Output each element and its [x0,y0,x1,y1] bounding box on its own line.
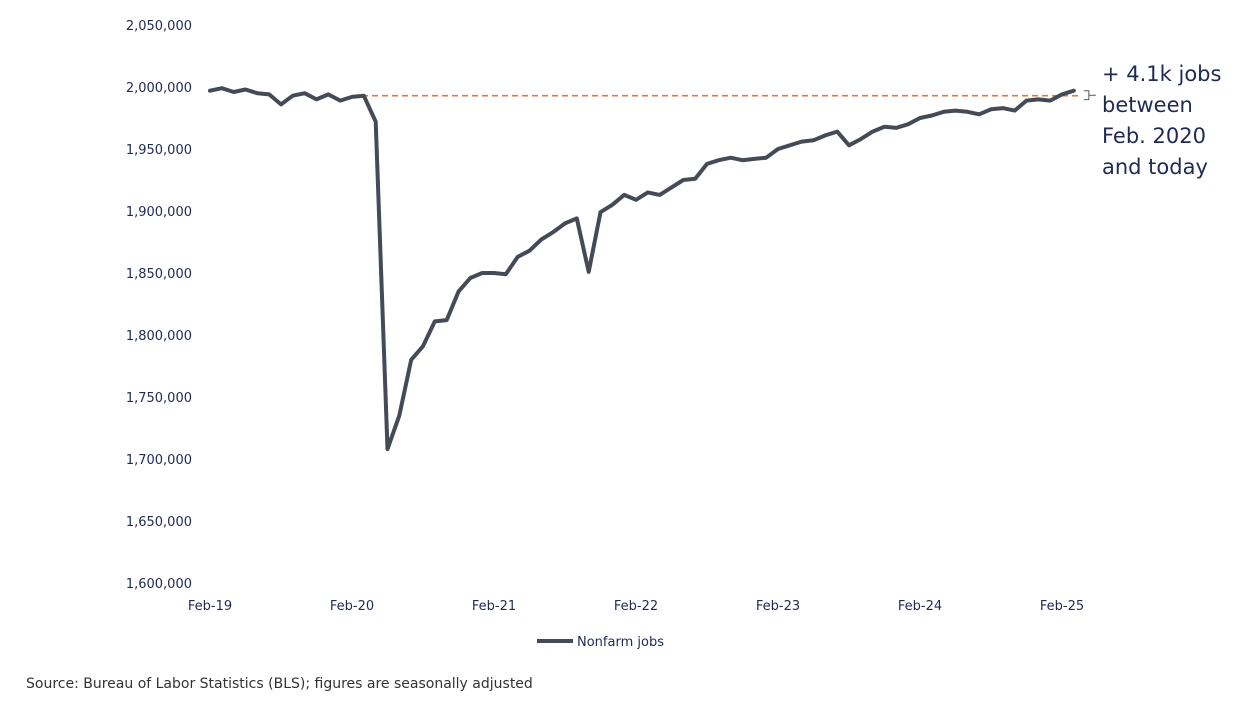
difference-bracket [1083,90,1096,101]
x-tick-label: Feb-19 [188,599,232,614]
y-tick-label: 1,650,000 [126,515,192,530]
y-tick-label: 1,700,000 [126,453,192,468]
x-tick-label: Feb-24 [898,599,942,614]
y-tick-label: 1,750,000 [126,391,192,406]
annotation-line: + 4.1k jobs [1102,62,1221,86]
y-tick-label: 1,800,000 [126,329,192,344]
annotation-line: Feb. 2020 [1102,124,1206,148]
x-tick-label: Feb-21 [472,599,516,614]
y-tick-label: 1,900,000 [126,205,192,220]
y-tick-label: 1,600,000 [126,577,192,592]
x-tick-label: Feb-25 [1040,599,1084,614]
annotation-line: and today [1102,155,1208,179]
x-tick-label: Feb-23 [756,599,800,614]
annotation-text: + 4.1k jobs between Feb. 2020 and today [1102,62,1221,179]
source-note: Source: Bureau of Labor Statistics (BLS)… [26,676,533,692]
legend: Nonfarm jobs [537,635,664,650]
series-line-nonfarm-jobs [208,86,1076,452]
y-axis-ticks: 2,050,000 2,000,000 1,950,000 1,900,000 1,85… [126,19,192,592]
x-tick-label: Feb-22 [614,599,658,614]
y-tick-label: 2,000,000 [126,81,192,96]
y-tick-label: 1,850,000 [126,267,192,282]
x-axis-ticks: Feb-19 Feb-20 Feb-21 Feb-22 Feb-23 Feb-24 Feb-… [188,599,1084,614]
annotation-line: between [1102,93,1193,117]
y-tick-label: 1,950,000 [126,143,192,158]
y-tick-label: 2,050,000 [126,19,192,34]
x-tick-label: Feb-20 [330,599,374,614]
legend-label: Nonfarm jobs [577,635,664,650]
